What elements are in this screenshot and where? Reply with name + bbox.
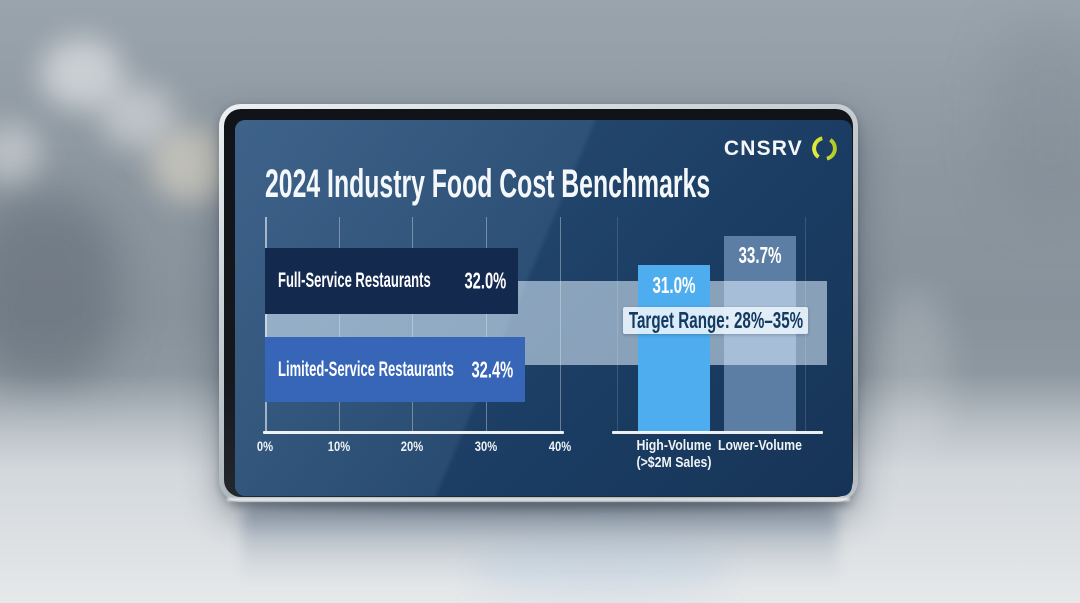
x-axis-left bbox=[263, 431, 564, 434]
category-label: (>$2M Sales) bbox=[636, 455, 712, 471]
x-tick: 40% bbox=[548, 438, 572, 454]
tablet-device: CNSRV 2024 Industry Food Cost Benchmarks bbox=[219, 104, 858, 502]
bar-value: 32.4% bbox=[471, 356, 513, 382]
target-range-text: Target Range: 28%–35% bbox=[628, 307, 803, 333]
bar-value: 33.7% bbox=[738, 242, 782, 268]
background-blur-shape bbox=[0, 195, 120, 385]
bar-value: 31.0% bbox=[652, 272, 696, 298]
category-label: Lower-Volume bbox=[717, 438, 803, 454]
x-tick: 0% bbox=[256, 438, 274, 454]
bar-value: 32.0% bbox=[464, 267, 506, 294]
brand-logo: CNSRV bbox=[724, 135, 838, 162]
bar-limited-service: Limited-Service Restaurants 32.4% bbox=[265, 337, 525, 402]
bar-high-volume: 31.0% bbox=[638, 265, 710, 432]
bokeh-light bbox=[40, 38, 124, 110]
bokeh-light bbox=[0, 122, 42, 186]
target-range-label: Target Range: 28%–35% bbox=[623, 307, 808, 334]
tablet-bezel: CNSRV 2024 Industry Food Cost Benchmarks bbox=[224, 109, 853, 497]
x-axis-right bbox=[612, 431, 823, 434]
x-tick: 30% bbox=[474, 438, 498, 454]
background-blur-shape bbox=[990, 20, 1080, 220]
table-light-reflection bbox=[470, 540, 730, 600]
bar-full-service: Full-Service Restaurants 32.0% bbox=[265, 248, 518, 314]
frame-highlight bbox=[227, 498, 850, 501]
page-title: 2024 Industry Food Cost Benchmarks bbox=[265, 162, 711, 206]
brand-ring-icon bbox=[812, 136, 837, 161]
x-tick: 20% bbox=[400, 438, 424, 454]
tablet-reflection bbox=[242, 506, 838, 592]
bar-label: Limited-Service Restaurants bbox=[278, 357, 454, 381]
brand-text: CNSRV bbox=[723, 137, 803, 160]
tablet-screen: CNSRV 2024 Industry Food Cost Benchmarks bbox=[235, 120, 852, 496]
bar-label: Full-Service Restaurants bbox=[278, 269, 431, 292]
category-label: High-Volume bbox=[636, 438, 712, 454]
background-blur-shape bbox=[880, 290, 950, 450]
x-tick: 10% bbox=[327, 438, 351, 454]
